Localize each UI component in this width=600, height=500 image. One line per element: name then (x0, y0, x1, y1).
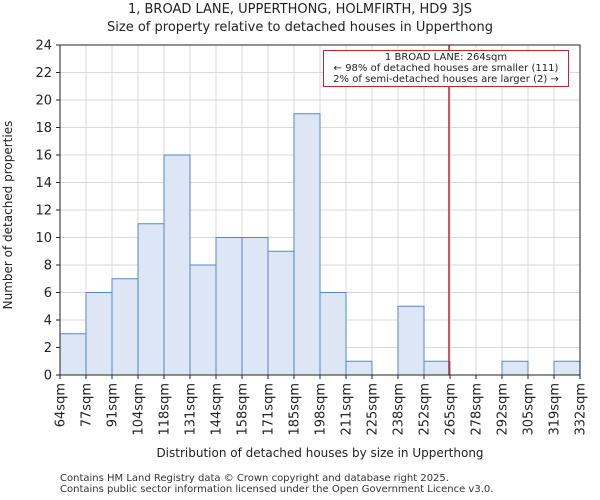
bar-292sqm (501, 360, 529, 376)
y-axis-label: Number of detached properties (1, 121, 15, 310)
y-tick-label: 18 (35, 121, 52, 136)
y-tick-label: 10 (35, 231, 52, 246)
y-tick-label: 22 (35, 66, 52, 81)
y-tick-label: 12 (35, 204, 52, 219)
x-tick-label: 278sqm (470, 383, 485, 436)
y-tick-label: 6 (44, 286, 52, 301)
bar-77sqm (85, 292, 113, 376)
x-tick-label: 185sqm (288, 383, 303, 436)
x-tick-label: 144sqm (210, 383, 225, 436)
x-tick-label: 91sqm (106, 383, 121, 427)
x-tick-label: 252sqm (418, 383, 433, 436)
bar-131sqm (189, 264, 217, 376)
x-tick-label: 198sqm (314, 383, 329, 436)
bar-238sqm (397, 305, 425, 376)
x-tick-label: 305sqm (522, 383, 537, 436)
y-tick-label: 14 (35, 176, 52, 191)
bar-64sqm (59, 333, 87, 376)
bar-198sqm (319, 292, 347, 376)
footer-line-2: Contains public sector information licen… (60, 484, 494, 495)
x-tick-label: 77sqm (80, 383, 95, 427)
x-tick-label: 319sqm (548, 383, 563, 436)
x-tick-label: 265sqm (444, 383, 459, 436)
bar-171sqm (267, 250, 295, 376)
bar-104sqm (137, 223, 165, 376)
bar-118sqm (163, 154, 191, 376)
bar-144sqm (215, 237, 243, 376)
x-tick-label: 171sqm (262, 383, 277, 436)
footer-line-1: Contains HM Land Registry data © Crown c… (60, 473, 449, 484)
y-tick-label: 16 (35, 149, 52, 164)
annotation-line-3: 2% of semi-detached houses are larger (2… (333, 74, 559, 85)
y-tick-label: 8 (44, 259, 52, 274)
y-tick-label: 20 (35, 94, 52, 109)
x-tick-label: 158sqm (236, 383, 251, 436)
bar-319sqm (553, 360, 581, 376)
x-tick-label: 104sqm (132, 383, 147, 436)
x-axis-label: Distribution of detached houses by size … (156, 446, 483, 460)
bar-252sqm (423, 360, 451, 376)
x-tick-label: 211sqm (340, 383, 355, 436)
x-tick-label: 118sqm (158, 383, 173, 436)
x-tick-label: 64sqm (54, 383, 69, 427)
x-tick-label: 131sqm (184, 383, 199, 436)
chart-subtitle: Size of property relative to detached ho… (107, 20, 493, 35)
y-tick-label: 0 (44, 369, 52, 384)
x-tick-label: 332sqm (574, 383, 589, 436)
bar-91sqm (111, 278, 139, 376)
annotation-line-2: ← 98% of detached houses are smaller (11… (333, 63, 559, 74)
y-tick-label: 2 (44, 341, 52, 356)
y-tick-label: 4 (44, 314, 52, 329)
chart-title: 1, BROAD LANE, UPPERTHONG, HOLMFIRTH, HD… (127, 2, 473, 17)
x-tick-label: 292sqm (496, 383, 511, 436)
bar-185sqm (293, 113, 321, 376)
bar-158sqm (241, 237, 269, 376)
y-tick-label: 24 (35, 39, 52, 54)
annotation-box: 1 BROAD LANE: 264sqm ← 98% of detached h… (323, 50, 569, 87)
x-tick-label: 225sqm (366, 383, 381, 436)
bar-211sqm (345, 360, 373, 376)
annotation-line-1: 1 BROAD LANE: 264sqm (384, 52, 508, 63)
x-tick-label: 238sqm (392, 383, 407, 436)
